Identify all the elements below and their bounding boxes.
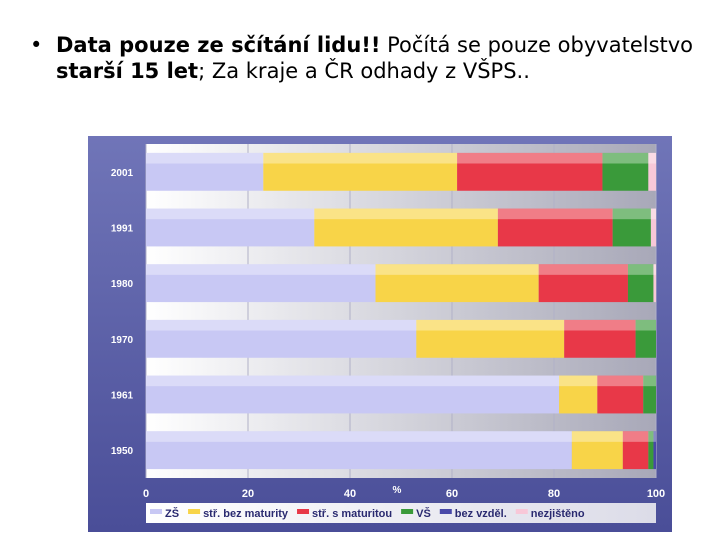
text-part-4: ; Za kraje a ČR odhady z VŠPS.. — [198, 59, 530, 83]
bar-1950-series-0 — [146, 431, 572, 470]
category-label-1950: 1950 — [111, 446, 134, 457]
legend-swatch-4 — [439, 509, 452, 514]
x-tick-1: 20 — [242, 488, 254, 500]
bullet-text: Data pouze ze sčítání lidu!! Počítá se p… — [56, 32, 700, 84]
legend-swatch-2 — [297, 509, 310, 514]
category-label-1991: 1991 — [111, 224, 134, 235]
bar-1970-series-1 — [416, 319, 565, 358]
bar-1991-series-1 — [314, 208, 498, 247]
bar-1950-series-4 — [653, 431, 656, 470]
legend-label-4: bez vzděl. — [455, 508, 507, 520]
legend-swatch-0 — [150, 509, 162, 514]
category-label-1970: 1970 — [111, 335, 134, 346]
bar-2001-series-5 — [648, 152, 656, 191]
legend-label-1: stř. bez maturity — [203, 508, 289, 520]
x-tick-0: 0 — [143, 488, 149, 500]
plot-area — [146, 144, 656, 478]
x-axis-label: % — [393, 485, 402, 496]
legend-box — [146, 503, 656, 523]
bar-highlight-1980 — [146, 264, 656, 275]
legend-label-2: stř. s maturitou — [312, 508, 392, 520]
bar-1980-series-1 — [375, 264, 539, 303]
x-tick-labels: 0 20 40 60 80 100 — [143, 488, 665, 500]
category-labels: 2001 1991 1980 1970 1961 1950 — [111, 168, 134, 457]
legend-label-3: VŠ — [416, 507, 431, 520]
category-label-1980: 1980 — [111, 279, 134, 290]
category-label-1961: 1961 — [111, 391, 134, 402]
bar-1950-series-1 — [571, 431, 623, 470]
legend: ZŠ stř. bez maturity stř. s maturitou VŠ bez… — [150, 507, 585, 520]
bar-2001-series-1 — [263, 152, 458, 191]
bar-highlight-2001 — [146, 152, 656, 164]
x-tick-5: 100 — [647, 488, 665, 500]
legend-label-0: ZŠ — [165, 507, 179, 520]
bar-1991-series-3 — [612, 208, 651, 247]
bar-1980-series-3 — [627, 264, 654, 303]
text-part-bold-1: Data pouze ze sčítání lidu!! — [56, 33, 381, 57]
bar-1991-series-5 — [650, 208, 656, 247]
bar-2001-series-3 — [602, 152, 649, 191]
x-tick-3: 60 — [446, 488, 458, 500]
x-tick-2: 40 — [344, 488, 356, 500]
bar-1961-series-2 — [597, 375, 644, 414]
bullet-dot: • — [30, 33, 43, 57]
category-label-2001: 2001 — [111, 168, 134, 179]
bars — [146, 152, 656, 470]
bullet-point: • Data pouze ze sčítání lidu!! Počítá se… — [30, 32, 700, 84]
bar-highlight-1970 — [146, 319, 656, 331]
x-tick-4: 80 — [548, 488, 560, 500]
bar-1980-series-2 — [538, 264, 628, 303]
legend-swatch-3 — [401, 509, 414, 514]
bar-1961-series-3 — [643, 375, 656, 414]
bar-1950-series-2 — [622, 431, 649, 470]
bar-1950-series-3 — [648, 431, 654, 470]
bar-1991-series-2 — [497, 208, 613, 247]
text-part-bold-3: starší 15 let — [56, 59, 199, 83]
text-part-2: Počítá se pouze obyvatelstvo — [380, 33, 694, 57]
bar-1961-series-0 — [146, 375, 560, 414]
bar-1980-series-0 — [146, 264, 376, 303]
bar-1970-series-2 — [564, 319, 636, 358]
bar-2001-series-0 — [146, 152, 264, 191]
legend-swatch-5 — [515, 509, 528, 514]
bar-1970-series-0 — [146, 319, 417, 358]
legend-label-5: nezjištěno — [531, 508, 585, 520]
legend-swatch-1 — [188, 509, 201, 514]
bar-1970-series-3 — [635, 319, 656, 358]
bar-1961-series-1 — [559, 375, 598, 414]
bar-highlight-1950 — [146, 431, 656, 442]
grid — [145, 144, 657, 478]
bar-highlight-1991 — [146, 208, 656, 220]
bar-1980-series-5 — [653, 264, 656, 303]
bar-highlight-1961 — [146, 375, 656, 387]
bar-2001-series-2 — [457, 152, 603, 191]
bar-1991-series-0 — [146, 208, 315, 247]
